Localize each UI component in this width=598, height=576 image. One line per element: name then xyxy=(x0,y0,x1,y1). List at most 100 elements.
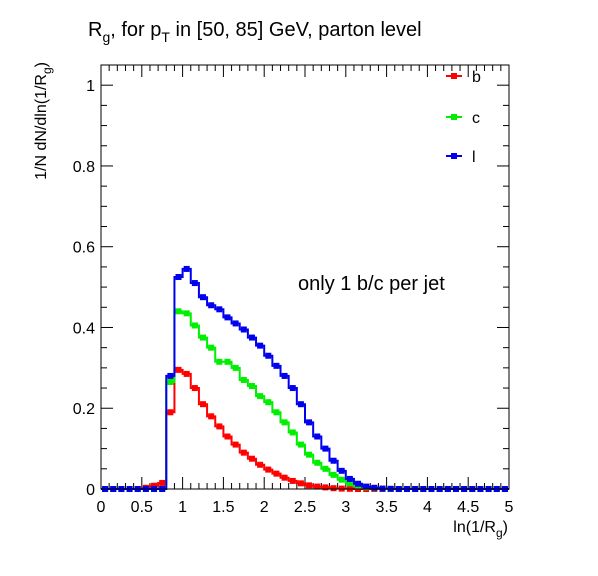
series-b xyxy=(101,366,509,492)
series-c-point xyxy=(248,383,255,390)
legend-marker-l xyxy=(451,153,457,159)
series-c-point xyxy=(306,451,313,458)
series-b-point xyxy=(159,479,166,486)
series-l-point xyxy=(200,294,206,301)
series-l-point xyxy=(224,314,231,321)
series-c-point xyxy=(208,344,215,351)
series-c-point xyxy=(297,441,304,448)
series-b-point xyxy=(289,477,296,484)
y-tick-label: 0.6 xyxy=(73,240,95,257)
series-c-point xyxy=(183,310,190,317)
series-l-point xyxy=(306,419,313,426)
legend-label-c: c xyxy=(472,110,480,127)
y-tick-label: 0.8 xyxy=(73,159,95,176)
legend: b c l xyxy=(446,69,481,166)
series-l xyxy=(101,265,509,492)
plot-frame xyxy=(100,64,510,490)
series-c xyxy=(101,308,509,492)
series-c-point xyxy=(216,358,223,365)
series-b-point xyxy=(322,484,329,491)
series-b-point xyxy=(281,474,288,481)
series-b-point xyxy=(248,455,255,462)
legend-label-b: b xyxy=(472,69,481,86)
series-l-point xyxy=(273,362,280,369)
series-b-point xyxy=(257,461,264,468)
series-l-point xyxy=(232,320,239,327)
series-b-point xyxy=(167,409,174,416)
x-tick-label: 3.5 xyxy=(375,499,397,516)
series-l-point xyxy=(346,475,353,482)
x-tick-label: 1.5 xyxy=(212,499,234,516)
series-b-point xyxy=(330,485,337,492)
legend-marker-b xyxy=(451,73,457,79)
x-tick-label: 2.5 xyxy=(294,499,316,516)
series-l-point xyxy=(363,483,370,490)
series-b-point xyxy=(265,466,272,473)
series-l-point xyxy=(330,457,337,464)
series-c-point xyxy=(346,480,353,487)
series-c-point xyxy=(257,393,264,400)
x-axis-label: ln(1/Rg) xyxy=(453,519,508,540)
y-axis-label: 1/N dN/dln(1/Rg) xyxy=(33,62,54,180)
series-c-point xyxy=(281,419,288,426)
y-tick-label: 0.4 xyxy=(73,320,95,337)
series-c-point xyxy=(240,376,247,383)
series-b-point xyxy=(306,482,313,489)
x-tick-label: 5 xyxy=(505,499,514,516)
series-b-point xyxy=(297,480,304,487)
series-l-point xyxy=(289,385,296,392)
series-b-point xyxy=(232,441,239,448)
series-c-point xyxy=(330,471,337,478)
series-c-point xyxy=(175,308,182,315)
series-l-point xyxy=(248,334,255,341)
x-tick-label: 0.5 xyxy=(131,499,153,516)
x-tick-label: 1 xyxy=(178,499,187,516)
series-l-point xyxy=(281,372,288,379)
series-c-point xyxy=(265,399,272,406)
series-c-point xyxy=(200,334,206,341)
x-tick-label: 4.5 xyxy=(457,499,479,516)
series-b-point xyxy=(216,423,223,430)
series-c-point xyxy=(314,459,321,466)
data-series xyxy=(101,265,509,492)
x-tick-label: 2 xyxy=(260,499,269,516)
series-b-point xyxy=(273,470,280,477)
series-b-point xyxy=(208,413,215,420)
series-b-point xyxy=(314,483,321,490)
series-b-point xyxy=(200,401,206,408)
series-l-point xyxy=(371,484,378,491)
y-tick-label: 0.2 xyxy=(73,401,95,418)
series-l-point xyxy=(183,265,190,272)
axis-ticks: 0 0.5 1 1.5 2 2.5 3 3.5 4 4.5 5 0 0.2 0.4 0.6 0.8 1 xyxy=(73,65,514,516)
series-b-point xyxy=(183,370,190,377)
series-l-point xyxy=(338,467,345,474)
series-c-point xyxy=(322,465,329,472)
series-l-point xyxy=(314,433,321,440)
series-c-point xyxy=(273,409,280,416)
series-l-point xyxy=(175,274,182,280)
series-c-point xyxy=(232,364,239,371)
series-l-step-line xyxy=(101,267,509,490)
series-b-point xyxy=(240,449,247,456)
series-b-point xyxy=(224,433,231,440)
y-tick-label: 0 xyxy=(86,482,95,499)
series-c-point xyxy=(289,429,296,436)
series-l-point xyxy=(208,302,215,309)
series-b-step-line xyxy=(101,368,509,490)
series-l-point xyxy=(240,326,247,333)
legend-label-l: l xyxy=(472,149,476,166)
series-l-point xyxy=(265,352,272,359)
chart-title: Rg, for pT in [50, 85] GeV, parton level xyxy=(88,19,422,45)
annotation-text: only 1 b/c per jet xyxy=(298,273,445,295)
series-l-point xyxy=(191,280,198,287)
series-l-point xyxy=(322,445,329,452)
series-c-point xyxy=(224,358,231,365)
series-l-point xyxy=(257,342,264,349)
series-b-point xyxy=(175,366,182,373)
series-c-step-line xyxy=(101,310,509,490)
series-l-point xyxy=(355,480,362,487)
series-c-point xyxy=(167,378,174,385)
series-c-point xyxy=(191,322,198,329)
series-b-point xyxy=(191,385,198,392)
